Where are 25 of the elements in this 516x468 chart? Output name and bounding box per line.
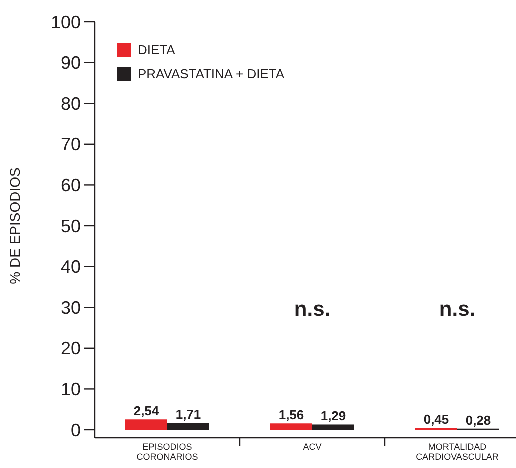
data-label: 2,54 [134,404,160,419]
x-tick-label: EPISODIOS CORONARIOS [136,442,198,462]
x-tick-label: MORTALIDAD CARDIOVASCULAR [416,442,500,462]
y-tick-label: 90 [60,53,81,74]
annotation: n.s. [294,298,331,321]
data-label: 1,71 [176,407,202,422]
y-axis-title: % DE EPISODIOS [7,168,23,284]
data-label: 1,29 [320,408,346,424]
y-tick-label: 10 [60,380,81,400]
y-tick-label: 40 [60,257,81,278]
y-tick-label: 80 [60,94,81,114]
y-tick-label: 50 [60,216,81,236]
y-tick-label: 0 [70,420,81,440]
data-label: 1,56 [278,408,304,423]
y-tick-label: 100 [50,12,81,32]
y-tick-label: 20 [60,338,81,359]
data-label: 0,45 [424,412,450,428]
annotation: n.s. [439,298,476,321]
data-label: 0,28 [466,412,492,428]
legend-label: DIETA [138,42,176,58]
y-tick-label: 70 [60,134,81,155]
y-tick-label: 60 [60,176,81,196]
x-tick-label: ACV [303,442,322,452]
legend-label: PRAVASTATINA + DIETA [138,66,285,82]
y-tick-label: 30 [60,298,81,318]
